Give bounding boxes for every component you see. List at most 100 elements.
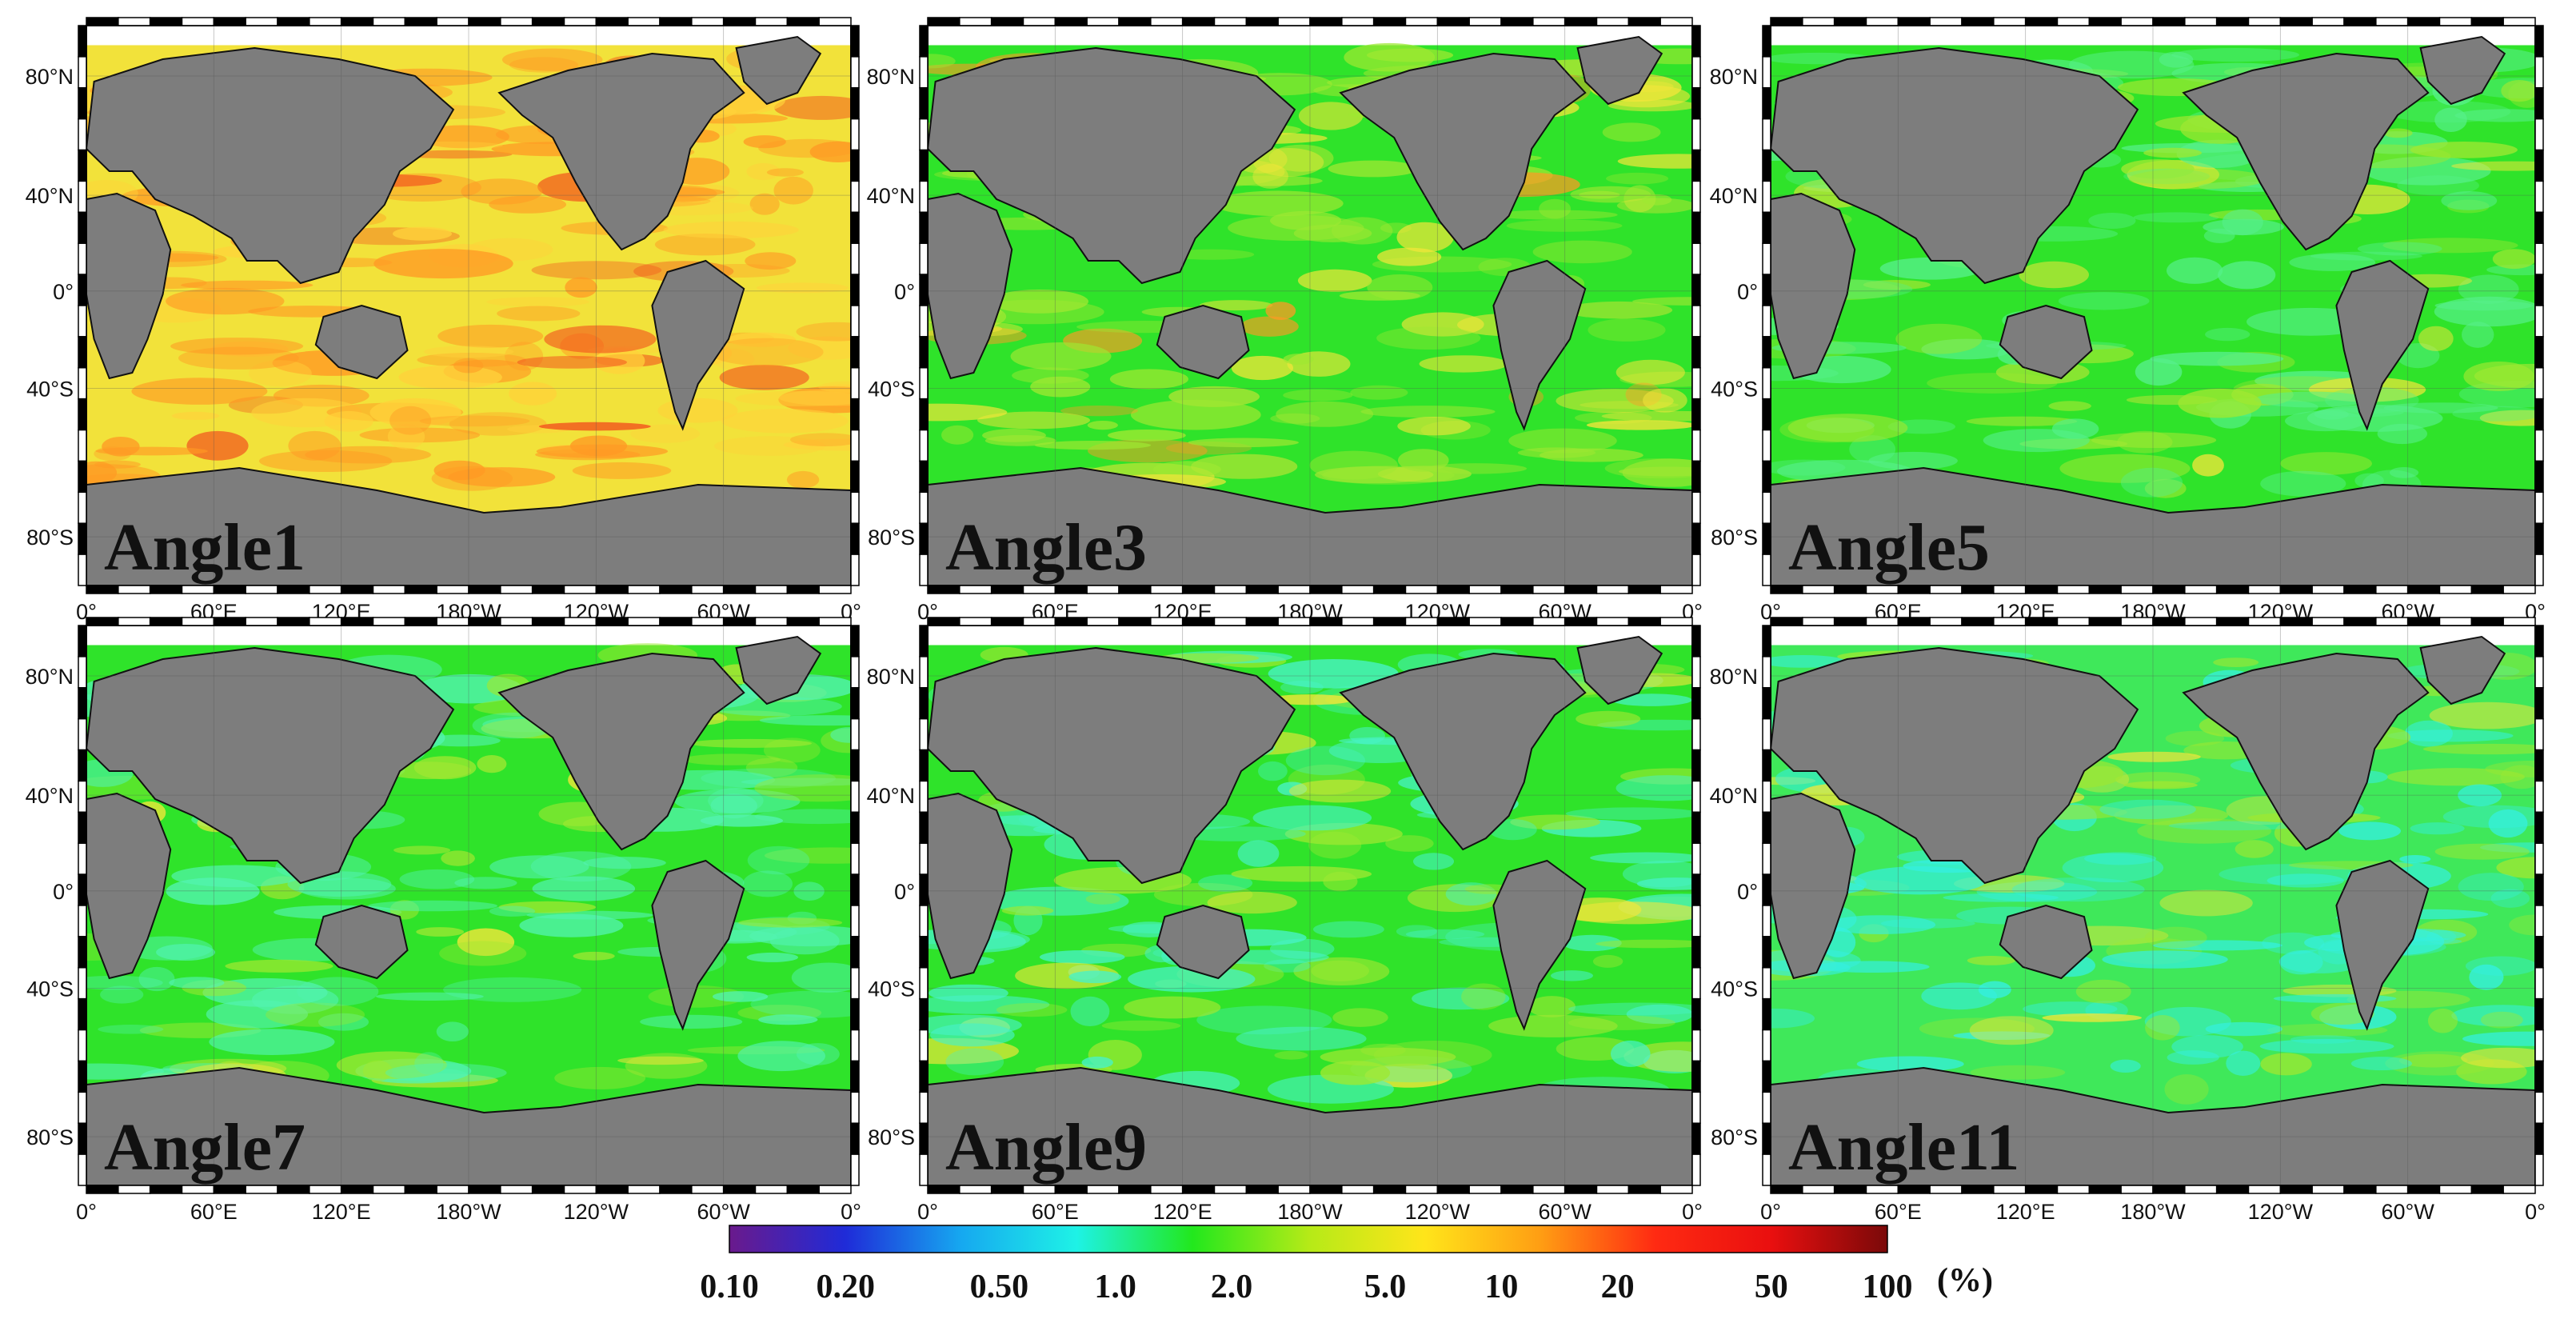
anomaly-streak: [1198, 874, 1253, 892]
frame-top-segment: [1118, 17, 1152, 26]
anomaly-streak: [501, 48, 603, 71]
anomaly-streak: [416, 927, 465, 937]
frame-bottom-segment: [340, 1185, 374, 1194]
frame-bottom-segment: [277, 585, 310, 594]
anomaly-streak: [498, 901, 597, 913]
frame-top-segment: [2247, 17, 2282, 26]
frame-bottom-segment: [1213, 1185, 1248, 1194]
anomaly-streak: [756, 282, 849, 294]
anomaly-streak: [786, 470, 820, 489]
frame-top-segment: [86, 17, 119, 26]
frame-top-segment: [959, 617, 992, 626]
frame-top-segment: [1022, 17, 1056, 26]
frame-top-segment: [1961, 617, 1995, 626]
lat-tick-label: 80°N: [26, 65, 74, 89]
land-eurasia: [86, 646, 455, 885]
anomaly-streak: [2150, 351, 2284, 366]
anomaly-streak: [1588, 318, 1666, 342]
panel-label: Angle1: [104, 510, 306, 585]
anomaly-streak: [1617, 154, 1692, 169]
anomaly-streak: [1270, 413, 1320, 424]
frame-left-segment: [78, 780, 87, 813]
frame-right-segment: [2534, 749, 2544, 782]
frame-right-segment: [850, 967, 860, 1000]
anomaly-streak: [1087, 421, 1118, 430]
anomaly-streak: [2480, 1011, 2523, 1029]
anomaly-streak: [1377, 466, 1472, 482]
anomaly-streak: [1200, 300, 1273, 311]
frame-left-segment: [919, 905, 929, 937]
frame-top-segment: [1770, 17, 1803, 26]
frame-right-segment: [850, 211, 860, 244]
lon-tick-label: 0°: [2525, 1200, 2546, 1224]
anomaly-streak: [2398, 1053, 2468, 1068]
anomaly-streak: [1927, 373, 2058, 394]
anomaly-streak: [2410, 822, 2465, 835]
frame-bottom-segment: [436, 585, 469, 594]
frame-right-segment: [1691, 1153, 1701, 1186]
anomaly-streak: [2019, 261, 2089, 289]
frame-top-segment: [1086, 617, 1120, 626]
anomaly-streak: [2418, 326, 2454, 351]
anomaly-streak: [1283, 389, 1353, 402]
frame-bottom-segment: [1468, 1185, 1502, 1194]
frame-top-segment: [86, 617, 119, 626]
frame-left-segment: [78, 118, 87, 151]
frame-bottom-segment: [1277, 585, 1311, 594]
frame-top-segment: [563, 17, 597, 26]
anomaly-streak: [178, 346, 299, 370]
frame-right-segment: [850, 522, 860, 555]
frame-left-segment: [919, 656, 929, 689]
anomaly-streak: [719, 365, 809, 390]
lat-tick-label: 40°S: [26, 977, 74, 1001]
anomaly-streak: [2262, 932, 2325, 954]
land-north-america: [497, 652, 745, 851]
frame-bottom-segment: [2088, 585, 2122, 594]
frame-bottom-segment: [1500, 585, 1534, 594]
frame-top-segment: [2438, 17, 2473, 26]
frame-bottom-segment: [531, 585, 565, 594]
frame-left-segment: [78, 367, 87, 400]
anomaly-streak: [779, 389, 851, 406]
anomaly-streak: [572, 462, 672, 479]
anomaly-streak: [1856, 1056, 1964, 1072]
frame-top-segment: [2056, 617, 2091, 626]
frame-top-segment: [1213, 617, 1248, 626]
anomaly-streak: [2490, 889, 2530, 908]
land-africa: [1771, 192, 1856, 380]
anomaly-streak: [1615, 359, 1685, 386]
anomaly-streak: [448, 467, 556, 487]
frame-left-segment: [1762, 180, 1771, 214]
anomaly-streak: [1385, 835, 1434, 852]
frame-right-segment: [1691, 873, 1701, 906]
frame-right-segment: [1691, 242, 1701, 275]
frame-top-segment: [1245, 17, 1279, 26]
lat-tick-label: 40°N: [26, 784, 74, 808]
frame-left-segment: [1762, 211, 1771, 244]
anomaly-streak: [1619, 466, 1692, 477]
frame-left-segment: [1762, 905, 1771, 937]
anomaly-streak: [373, 249, 513, 279]
lat-tick-label: 80°N: [1710, 65, 1758, 89]
land-greenland: [2419, 35, 2506, 106]
anomaly-streak: [2144, 478, 2187, 498]
anomaly-streak: [387, 423, 425, 450]
frame-top-segment: [1309, 17, 1343, 26]
frame-top-segment: [1865, 617, 1899, 626]
map-panel-angle11: 80°N 40°N 0° 40°S 80°S 0° 60°E 120°E 180°W 120°W 6…: [1710, 617, 2546, 1224]
frame-bottom-segment: [1532, 1185, 1566, 1194]
frame-right-segment: [1691, 656, 1701, 689]
anomaly-streak: [2389, 467, 2419, 478]
anomaly-streak: [1060, 405, 1138, 417]
frame-bottom-segment: [1627, 585, 1661, 594]
frame-top-segment: [149, 17, 183, 26]
anomaly-streak: [1611, 1040, 1651, 1067]
frame-bottom-segment: [277, 1185, 310, 1194]
frame-bottom-segment: [2120, 1185, 2154, 1194]
frame-top-segment: [436, 17, 469, 26]
lat-tick-label: 0°: [1737, 880, 1758, 904]
frame-top-segment: [404, 617, 437, 626]
land-greenland: [735, 35, 822, 106]
anomaly-streak: [2075, 979, 2131, 1004]
anomaly-streak: [2382, 238, 2518, 254]
